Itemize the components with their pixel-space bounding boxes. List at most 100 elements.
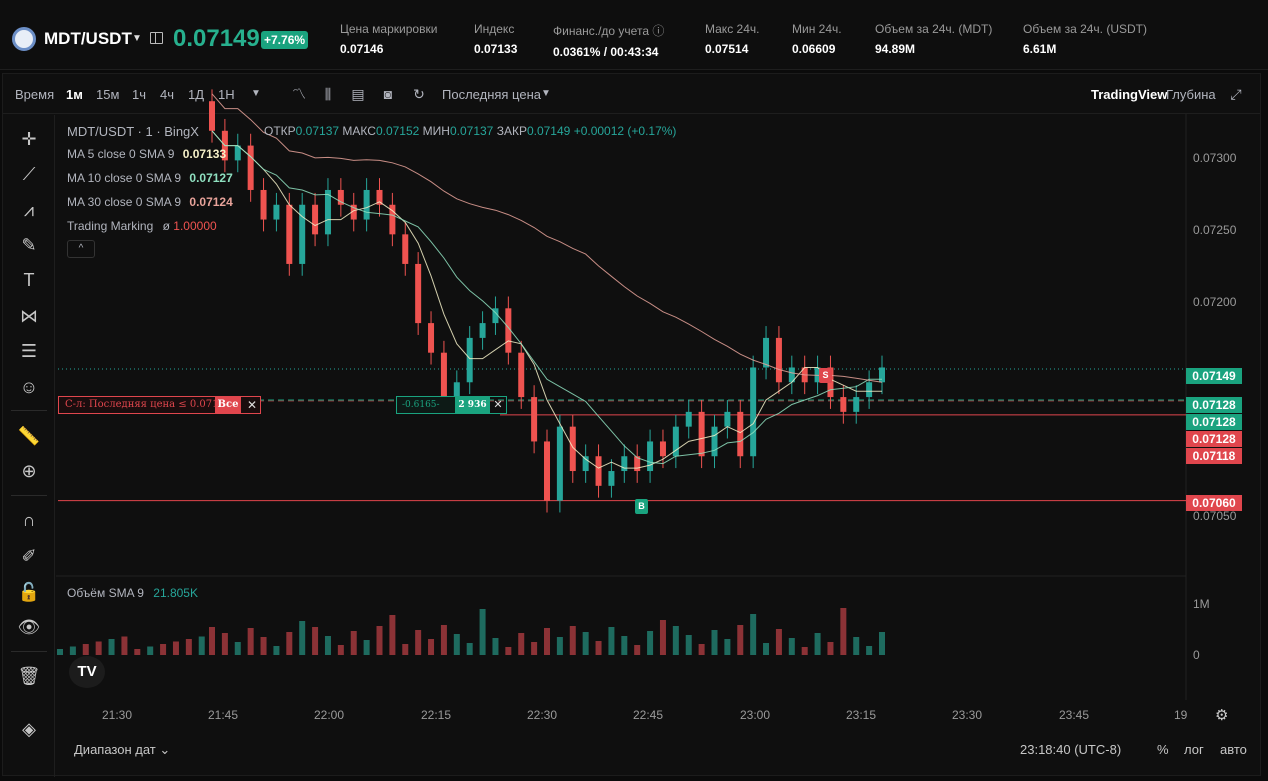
interval-4h[interactable]: 4ч: [160, 87, 175, 102]
projection-icon[interactable]: ☰: [20, 341, 38, 361]
candle: [363, 189, 370, 220]
indicators-icon[interactable]: 〽: [292, 86, 306, 102]
candle: [595, 456, 602, 486]
log-toggle[interactable]: лог: [1184, 742, 1204, 757]
brush-icon[interactable]: ✎: [21, 235, 37, 255]
fullscreen-icon[interactable]: ⤢: [1230, 86, 1242, 102]
time-tick: 23:30: [952, 708, 983, 722]
candle: [866, 382, 873, 398]
time-tick: 19: [1174, 708, 1188, 722]
divider: [11, 651, 47, 652]
ma5-line: [211, 130, 882, 469]
tab-tradingview[interactable]: TradingView: [1091, 87, 1168, 102]
volume-bar: [389, 615, 396, 655]
layers-icon[interactable]: ◈: [22, 719, 36, 739]
text-icon[interactable]: T: [23, 270, 35, 290]
price-type-select[interactable]: Последняя цена: [442, 87, 541, 102]
trash-icon[interactable]: 🗑: [17, 666, 41, 686]
candle: [260, 189, 267, 220]
volume-bar: [95, 641, 102, 655]
date-range-button[interactable]: Диапазон дат ⌄: [74, 742, 171, 757]
buy-marker[interactable]: B: [635, 499, 648, 514]
pair-selector[interactable]: MDT/USDT: [44, 29, 132, 48]
volume-bar: [853, 637, 860, 655]
volume-bar: [518, 633, 525, 655]
tradingview-logo[interactable]: TV: [69, 656, 105, 688]
divider: [11, 495, 47, 496]
lock-draw-icon[interactable]: ✐: [21, 546, 37, 566]
candle: [234, 145, 241, 161]
volume-bar: [209, 627, 215, 655]
volume-legend[interactable]: Объём SMA 9 21.805K: [67, 586, 198, 600]
candle-type-icon[interactable]: ⫼: [324, 86, 332, 102]
ma5-legend[interactable]: MA 5 close 0 SMA 9 0.07133: [67, 147, 227, 161]
volume-bar: [172, 641, 179, 655]
zoom-icon[interactable]: ⊕: [21, 461, 37, 481]
volume-bar: [788, 638, 795, 655]
time-tick: 22:30: [527, 708, 558, 722]
cancel-all-button[interactable]: Все: [215, 397, 241, 413]
template-icon[interactable]: ▤: [351, 86, 365, 102]
candle: [479, 323, 486, 338]
price-tick: 0.07050: [1193, 509, 1237, 523]
volume-bar: [337, 645, 344, 655]
ma10-legend[interactable]: MA 10 close 0 SMA 9 0.07127: [67, 171, 233, 185]
eye-icon[interactable]: 👁: [17, 617, 41, 637]
trading-marking-legend[interactable]: Trading Marking ø 1.00000: [67, 219, 217, 233]
chevron-down-icon[interactable]: ▼: [132, 33, 142, 44]
candle: [853, 397, 860, 412]
divider: [11, 410, 47, 411]
position-label[interactable]: -0.6165-: [396, 396, 456, 414]
price-tick: 0.07250: [1193, 223, 1237, 237]
tab-depth[interactable]: Глубина: [1166, 87, 1216, 102]
camera-icon[interactable]: ◙: [383, 86, 393, 102]
volume-bar: [724, 639, 731, 655]
candle: [621, 456, 628, 472]
volume-bar: [814, 633, 821, 655]
volume-bar: [621, 636, 628, 655]
close-icon[interactable]: ✕: [246, 398, 258, 412]
interval-1m[interactable]: 1м: [66, 87, 83, 102]
volume-bar: [57, 649, 63, 655]
refresh-icon[interactable]: ↻: [413, 86, 425, 102]
interval-1w[interactable]: 1Н: [218, 87, 235, 102]
collapse-legend-button[interactable]: ^: [67, 240, 95, 258]
stop-loss-order[interactable]: С-л: Последняя цена ≤ 0.07128: [58, 396, 261, 414]
emoji-icon[interactable]: ☺: [19, 377, 39, 397]
interval-more-icon[interactable]: ▼: [251, 88, 261, 99]
lock-icon[interactable]: 🔓: [17, 582, 41, 602]
volume-bar: [595, 641, 602, 655]
chevron-down-icon[interactable]: ▼: [541, 88, 551, 99]
sell-marker[interactable]: S: [819, 368, 832, 383]
auto-toggle[interactable]: авто: [1220, 742, 1247, 757]
volume-bar: [324, 636, 331, 655]
pattern-icon[interactable]: ⋈: [20, 306, 38, 326]
candle: [273, 204, 280, 220]
fib-icon[interactable]: ⩘: [23, 200, 35, 220]
ma30-legend[interactable]: MA 30 close 0 SMA 9 0.07124: [67, 195, 233, 209]
crosshair-icon[interactable]: ✛: [21, 129, 37, 149]
interval-1h[interactable]: 1ч: [132, 87, 147, 102]
time-tick: 23:45: [1059, 708, 1090, 722]
volume-bar: [299, 621, 306, 655]
magnet-icon[interactable]: ∩: [22, 510, 36, 530]
volume-bar: [108, 639, 115, 655]
book-icon[interactable]: [150, 32, 163, 44]
sl-price-tag: 0.07128: [1186, 431, 1242, 447]
settings-icon[interactable]: ⚙: [1215, 707, 1229, 724]
candle: [775, 337, 782, 383]
clock: 23:18:40 (UTC-8): [1020, 742, 1122, 757]
last-price: 0.07149: [173, 25, 260, 52]
candle: [763, 337, 770, 368]
interval-15m[interactable]: 15м: [96, 87, 120, 102]
ruler-icon[interactable]: 📏: [17, 426, 41, 446]
volume-bar: [672, 626, 679, 655]
volume-bar: [556, 637, 563, 655]
percent-toggle[interactable]: %: [1157, 742, 1169, 757]
volume-bar: [866, 646, 873, 655]
close-icon[interactable]: ✕: [489, 396, 507, 414]
interval-1d[interactable]: 1Д: [188, 87, 205, 102]
candle: [415, 263, 422, 324]
trendline-icon[interactable]: ⟋: [22, 164, 36, 184]
